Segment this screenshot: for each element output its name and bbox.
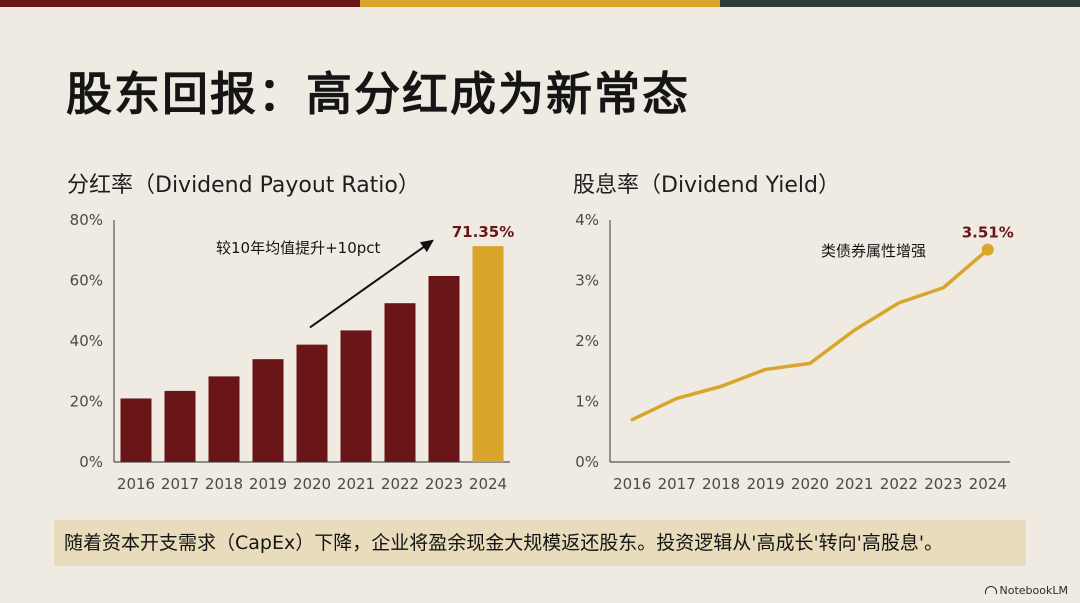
top-stripe-maroon bbox=[0, 0, 360, 7]
y-tick-label: 2% bbox=[575, 332, 599, 350]
x-tick-label: 2024 bbox=[969, 475, 1007, 493]
y-tick-label: 3% bbox=[575, 272, 599, 290]
x-tick-label: 2018 bbox=[702, 475, 740, 493]
top-stripe-gold bbox=[360, 0, 720, 7]
payout-chart-title: 分红率（Dividend Payout Ratio） bbox=[67, 173, 420, 198]
x-tick-label: 2024 bbox=[469, 475, 507, 493]
payout-ratio-chart: 0% 20% 40% 60% 80% 2016 2017 2018 2019 2020 2021 20… bbox=[70, 211, 515, 493]
y-tick-label: 40% bbox=[70, 332, 103, 350]
data-value-label: 3.51% bbox=[962, 224, 1014, 242]
bar bbox=[164, 390, 196, 462]
x-tick-label: 2017 bbox=[658, 475, 696, 493]
y-tick-label: 0% bbox=[575, 453, 599, 471]
y-tick-label: 20% bbox=[70, 393, 103, 411]
yield-line bbox=[630, 247, 990, 422]
x-tick-label: 2019 bbox=[249, 475, 287, 493]
dividend-yield-chart: 0% 1% 2% 3% 4% 2016 2017 2018 2019 2020 2021 2022 20… bbox=[575, 211, 1014, 493]
annotation-text: 较10年均值提升+10pct bbox=[216, 239, 381, 257]
x-tick-label: 2022 bbox=[880, 475, 918, 493]
y-tick-label: 1% bbox=[575, 393, 599, 411]
x-tick-label: 2017 bbox=[161, 475, 199, 493]
annotation-text: 类债券属性增强 bbox=[821, 242, 926, 260]
x-tick-label: 2020 bbox=[293, 475, 331, 493]
bar bbox=[252, 359, 284, 462]
end-point-marker bbox=[981, 243, 994, 256]
trend-arrow-line bbox=[309, 243, 428, 329]
bar bbox=[208, 376, 240, 462]
data-value-label: 71.35% bbox=[452, 223, 514, 241]
x-tick-label: 2021 bbox=[835, 475, 873, 493]
bar bbox=[428, 275, 460, 462]
y-tick-label: 60% bbox=[70, 272, 103, 290]
bar bbox=[340, 330, 372, 462]
bar bbox=[120, 398, 152, 462]
x-tick-label: 2023 bbox=[425, 475, 463, 493]
top-stripe-slate bbox=[720, 0, 1080, 7]
notebooklm-logo-icon bbox=[984, 586, 997, 594]
x-tick-label: 2016 bbox=[613, 475, 651, 493]
y-tick-label: 80% bbox=[70, 211, 103, 229]
slide-title: 股东回报：高分红成为新常态 bbox=[66, 67, 690, 121]
x-tick-label: 2023 bbox=[924, 475, 962, 493]
watermark-text: NotebookLM bbox=[999, 584, 1068, 597]
y-tick-label: 0% bbox=[79, 453, 103, 471]
bar bbox=[296, 344, 328, 462]
x-tick-label: 2016 bbox=[117, 475, 155, 493]
arrow-head-icon bbox=[419, 239, 434, 253]
x-tick-label: 2020 bbox=[791, 475, 829, 493]
y-tick-label: 4% bbox=[575, 211, 599, 229]
bottom-note: 随着资本开支需求（CapEx）下降，企业将盈余现金大规模返还股东。投资逻辑从'高… bbox=[54, 520, 1026, 566]
yield-chart-title: 股息率（Dividend Yield） bbox=[573, 173, 840, 198]
x-tick-label: 2018 bbox=[205, 475, 243, 493]
bar-highlight bbox=[472, 246, 504, 462]
x-tick-label: 2019 bbox=[746, 475, 784, 493]
x-tick-label: 2022 bbox=[381, 475, 419, 493]
x-tick-label: 2021 bbox=[337, 475, 375, 493]
watermark: NotebookLM bbox=[984, 584, 1068, 597]
bar bbox=[384, 303, 416, 462]
